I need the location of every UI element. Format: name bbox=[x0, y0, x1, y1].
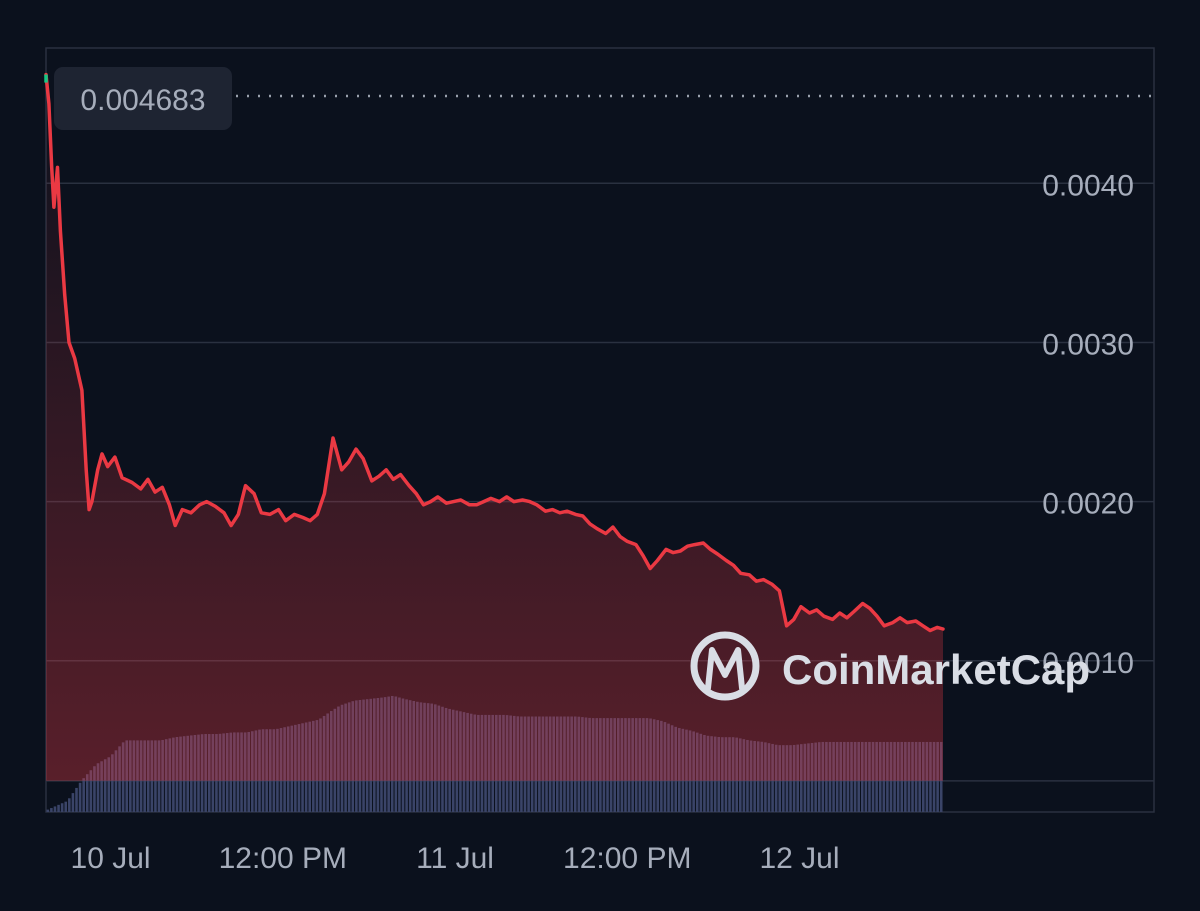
volume-bar bbox=[103, 759, 107, 812]
price-area bbox=[46, 74, 943, 781]
y-tick-label: 0.0030 bbox=[1042, 328, 1134, 361]
volume-bar bbox=[75, 787, 78, 812]
price-line-group bbox=[44, 72, 945, 633]
x-tick-label: 11 Jul bbox=[416, 842, 494, 875]
volume-bar bbox=[53, 806, 57, 812]
x-tick-label: 12:00 PM bbox=[219, 842, 347, 875]
x-axis-ticks: 10 Jul 12:00 PM 11 Jul 12:00 PM 12 Jul bbox=[71, 842, 840, 875]
volume-bar bbox=[89, 770, 93, 812]
y-tick-label: 0.0040 bbox=[1042, 169, 1134, 202]
price-area-fill bbox=[46, 74, 943, 781]
x-tick-label: 12 Jul bbox=[759, 842, 839, 875]
volume-bar bbox=[100, 761, 103, 812]
volume-bar bbox=[93, 766, 96, 812]
volume-bar bbox=[64, 801, 68, 812]
price-line bbox=[44, 72, 945, 633]
volume-bar bbox=[78, 782, 82, 812]
volume-bar bbox=[46, 809, 50, 812]
volume-bar bbox=[114, 750, 118, 812]
y-tick-label: 0.0020 bbox=[1042, 488, 1134, 521]
volume-bar bbox=[96, 763, 100, 812]
coinmarketcap-logo-icon bbox=[690, 631, 760, 701]
x-tick-label: 12:00 PM bbox=[563, 842, 691, 875]
volume-bar bbox=[82, 778, 85, 812]
x-tick-label: 10 Jul bbox=[71, 842, 151, 875]
volume-bar bbox=[71, 793, 75, 812]
volume-bar bbox=[50, 808, 53, 812]
volume-bar bbox=[111, 754, 114, 812]
brand-watermark: CoinMarketCap bbox=[690, 631, 1090, 701]
current-price-marker: 0.004683 bbox=[54, 67, 1152, 130]
y-axis-ticks: 0.0040 0.0030 0.0020 0.0010 bbox=[1042, 169, 1134, 680]
current-price-label: 0.004683 bbox=[80, 84, 205, 117]
brand-name: CoinMarketCap bbox=[782, 646, 1090, 693]
y-tick-label: 0.0010 bbox=[1042, 647, 1134, 680]
volume-bar bbox=[85, 774, 89, 812]
volume-bar bbox=[57, 804, 60, 812]
volume-bar bbox=[68, 798, 71, 812]
volume-bar bbox=[60, 803, 64, 812]
current-price-label-bg bbox=[54, 67, 232, 130]
volume-bar bbox=[107, 757, 111, 812]
